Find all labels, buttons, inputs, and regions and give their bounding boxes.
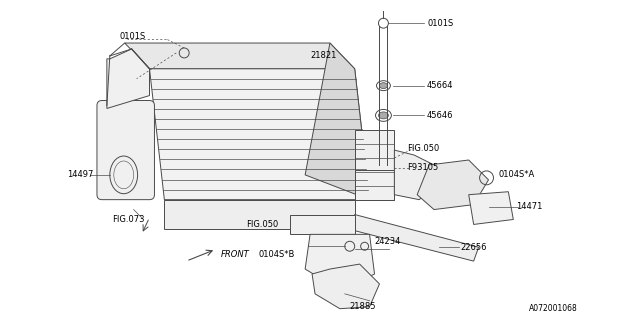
Polygon shape [164,200,355,229]
Text: F93105: F93105 [407,164,438,172]
Text: 45646: 45646 [427,111,454,120]
Polygon shape [107,49,150,108]
FancyBboxPatch shape [97,100,154,200]
Text: 14471: 14471 [516,202,543,211]
Text: 0104S*B: 0104S*B [259,250,295,259]
Text: FRONT: FRONT [221,250,250,259]
Polygon shape [150,69,369,200]
Text: 0101S: 0101S [120,32,146,41]
Polygon shape [468,192,513,224]
Ellipse shape [378,112,388,119]
Polygon shape [125,43,355,69]
Polygon shape [417,160,488,210]
Text: 21885: 21885 [349,302,376,311]
Polygon shape [355,130,394,200]
Text: 0101S: 0101S [427,19,453,28]
Text: FIG.050: FIG.050 [246,220,278,229]
Polygon shape [291,214,355,234]
Polygon shape [305,234,374,284]
Text: 24234: 24234 [374,237,401,246]
Polygon shape [349,214,479,261]
Ellipse shape [380,83,387,89]
Text: A072001068: A072001068 [529,304,578,313]
Polygon shape [305,43,369,200]
Text: 21821: 21821 [310,52,337,60]
Polygon shape [312,264,380,309]
Text: 14497: 14497 [67,170,93,180]
Text: FIG.050: FIG.050 [407,144,440,153]
Text: 45664: 45664 [427,81,454,90]
Text: FIG.073: FIG.073 [112,215,145,224]
Polygon shape [355,170,394,200]
Text: 0104S*A: 0104S*A [499,170,534,180]
Text: 22656: 22656 [461,243,487,252]
Polygon shape [394,150,439,200]
